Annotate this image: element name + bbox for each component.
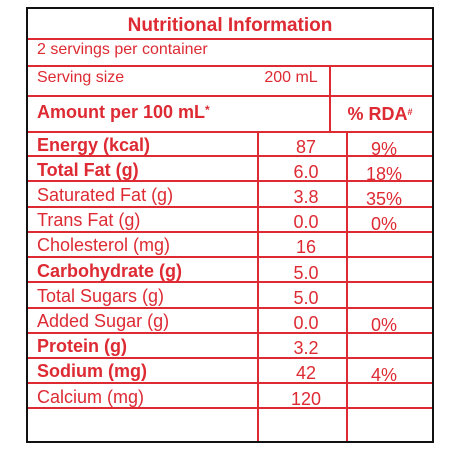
nutrient-name: Saturated Fat (g) xyxy=(37,185,174,205)
divider xyxy=(28,407,432,409)
nutrient-name: Protein (g) xyxy=(37,336,127,356)
nutrient-rda: 35% xyxy=(365,189,403,209)
amount-per-header-text: Amount per 100 mL xyxy=(37,102,206,122)
nutrient-name: Sodium (mg) xyxy=(37,361,147,381)
nutrient-name: Trans Fat (g) xyxy=(37,210,141,230)
serving-size-value: 200 mL xyxy=(264,69,318,86)
rda-header-text: % RDA xyxy=(347,104,408,124)
nutrient-name: Energy (kcal) xyxy=(37,135,151,155)
nutrient-name: Total Sugars (g) xyxy=(37,286,165,306)
amount-per-header: Amount per 100 mL* xyxy=(37,101,210,123)
nutrient-amount: 6.0 xyxy=(293,162,319,182)
nutrient-name: Total Fat (g) xyxy=(37,160,139,180)
nutrient-amount: 16 xyxy=(295,237,317,257)
divider xyxy=(28,155,432,157)
amount-header-footnote-mark: * xyxy=(205,103,210,117)
column-divider xyxy=(346,131,348,441)
divider xyxy=(28,180,432,182)
divider xyxy=(28,332,432,334)
divider xyxy=(28,231,432,233)
nutrient-amount: 3.8 xyxy=(293,187,319,207)
nutrition-facts-panel: Nutritional Information 2 servings per c… xyxy=(26,7,434,443)
nutrient-name: Calcium (mg) xyxy=(37,387,145,407)
nutrient-name: Carbohydrate (g) xyxy=(37,261,183,281)
nutrient-amount: 120 xyxy=(290,389,322,409)
divider xyxy=(28,307,432,309)
rda-header: % RDA# xyxy=(344,103,416,125)
divider xyxy=(28,131,432,133)
divider xyxy=(28,357,432,359)
nutrient-amount: 5.0 xyxy=(293,263,319,283)
divider xyxy=(28,95,432,97)
divider xyxy=(28,382,432,384)
divider xyxy=(28,206,432,208)
column-divider xyxy=(257,131,259,441)
divider xyxy=(28,65,432,67)
nutrient-amount: 5.0 xyxy=(293,288,319,308)
panel-title: Nutritional Information xyxy=(127,15,333,36)
divider xyxy=(28,256,432,258)
column-divider xyxy=(329,65,331,133)
nutrient-amount: 42 xyxy=(295,363,317,383)
nutrient-rda: 18% xyxy=(365,164,403,184)
nutrient-amount: 0.0 xyxy=(293,313,319,333)
nutrient-rda: 0% xyxy=(370,315,397,335)
rda-header-footnote-mark: # xyxy=(407,107,413,117)
nutrient-name: Added Sugar (g) xyxy=(37,311,170,331)
nutrient-rda: 0% xyxy=(370,214,397,234)
nutrient-amount: 87 xyxy=(295,137,317,157)
nutrient-name: Cholesterol (mg) xyxy=(37,235,171,255)
divider xyxy=(28,281,432,283)
nutrient-amount: 0.0 xyxy=(293,212,319,232)
nutrient-rda: 4% xyxy=(370,365,397,385)
nutrient-amount: 3.2 xyxy=(293,338,319,358)
divider xyxy=(28,38,432,40)
servings-per-container: 2 servings per container xyxy=(37,41,208,58)
nutrient-rda: 9% xyxy=(370,139,397,159)
serving-size-label: Serving size xyxy=(37,69,125,86)
